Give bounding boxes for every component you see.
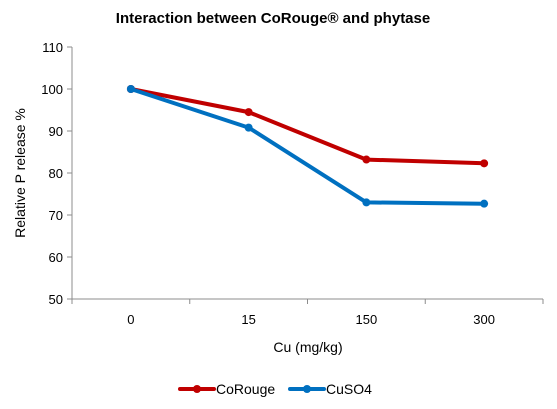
legend-marker-corouge xyxy=(193,385,201,393)
data-point-corouge xyxy=(244,108,253,117)
legend-marker-cuso4 xyxy=(303,385,311,393)
y-tick-label: 100 xyxy=(41,82,63,97)
data-point-corouge xyxy=(362,155,371,164)
x-tick-label: 150 xyxy=(356,312,378,327)
series-line-cuso4 xyxy=(128,87,487,206)
x-axis: 0 15 150 300 xyxy=(71,298,544,327)
chart-title: Interaction between CoRouge® and phytase xyxy=(116,10,430,27)
data-point-cuso4 xyxy=(126,85,135,93)
data-point-cuso4 xyxy=(362,198,371,207)
x-tick-label: 0 xyxy=(127,312,134,327)
y-axis-label: Relative P release % xyxy=(12,108,28,238)
legend-label-corouge: CoRouge xyxy=(216,381,275,397)
data-point-corouge xyxy=(480,159,489,168)
series-lines xyxy=(126,85,489,208)
y-tick-label: 90 xyxy=(49,124,63,139)
x-axis-label: Cu (mg/kg) xyxy=(273,339,342,355)
series-line-corouge xyxy=(128,87,487,166)
series-corouge xyxy=(126,85,489,168)
legend: CoRouge CuSO4 xyxy=(178,381,372,397)
series-cuso4 xyxy=(126,85,489,208)
legend-item-cuso4: CuSO4 xyxy=(288,381,372,397)
data-point-cuso4 xyxy=(480,199,489,208)
x-tick-label: 300 xyxy=(473,312,495,327)
legend-item-corouge: CoRouge xyxy=(178,381,275,397)
y-tick-label: 60 xyxy=(49,250,63,265)
legend-label-cuso4: CuSO4 xyxy=(326,381,372,397)
x-tick-label: 15 xyxy=(241,312,255,327)
y-tick-label: 50 xyxy=(49,292,63,307)
data-point-cuso4 xyxy=(244,123,253,132)
y-tick-label: 80 xyxy=(49,166,63,181)
y-axis: 50 60 70 80 90 100 110 xyxy=(41,40,73,307)
y-tick-label: 70 xyxy=(49,208,63,223)
y-tick-label: 110 xyxy=(42,40,63,55)
